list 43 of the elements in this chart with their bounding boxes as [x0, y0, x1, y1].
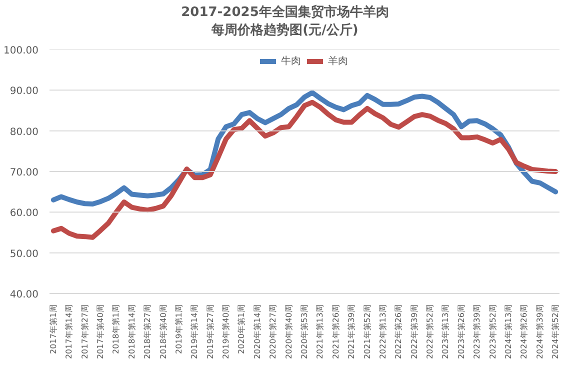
x-tick-label: 2023年第52周	[488, 304, 498, 360]
x-tick-label: 2017年第1周	[48, 304, 58, 354]
x-tick-label: 2022年第39周	[410, 304, 419, 360]
x-tick-label: 2018年第40周	[158, 304, 168, 360]
x-tick-label: 2023年第13周	[441, 304, 450, 360]
x-tick-label: 2022年第26周	[394, 304, 404, 360]
y-tick-label: 60.00	[10, 208, 39, 220]
x-tick-label: 2024年第13周	[504, 304, 513, 360]
y-tick-label: 40.00	[10, 290, 39, 300]
x-tick-label: 2024年第52周	[551, 304, 560, 360]
y-tick-label: 100.00	[4, 46, 39, 56]
legend-label: 牛肉	[281, 54, 301, 68]
x-tick-label: 2020年第1周	[237, 304, 246, 354]
x-tick-label: 2017年第27周	[80, 304, 90, 360]
legend-label: 羊肉	[328, 55, 348, 68]
y-tick-label: 90.00	[10, 86, 39, 98]
y-tick-label: 50.00	[10, 248, 39, 260]
x-tick-label: 2017年第40周	[96, 304, 105, 360]
x-tick-label: 2021年第39周	[347, 304, 356, 360]
y-tick-label: 70.00	[10, 168, 39, 178]
x-tick-label: 2022年第52周	[426, 304, 435, 360]
x-tick-label: 2019年第40周	[222, 304, 231, 360]
x-tick-label: 2022年第13周	[378, 304, 388, 360]
x-tick-label: 2018年第1周	[112, 304, 121, 354]
x-tick-label: 2019年第27周	[206, 304, 215, 360]
x-tick-label: 2021年第13周	[316, 304, 325, 360]
x-tick-label: 2024年第26周	[520, 304, 529, 360]
x-tick-label: 2019年第14周	[190, 304, 200, 360]
x-tick-label: 2024年第39周	[535, 304, 544, 360]
x-tick-label: 2020年第53周	[300, 304, 309, 360]
x-tick-label: 2023年第26周	[456, 304, 466, 360]
x-tick-label: 2018年第14周	[127, 304, 136, 360]
x-tick-label: 2021年第26周	[331, 304, 340, 360]
chart-title: 2017-2025年全国集贸市场牛羊肉每周价格趋势图(元/公斤)	[180, 4, 390, 40]
x-tick-label: 2020年第27周	[268, 304, 278, 360]
x-tick-label: 2018年第27周	[143, 304, 152, 360]
y-tick-label: 80.00	[10, 126, 39, 138]
x-tick-label: 2021年第52周	[362, 304, 372, 360]
x-tick-label: 2020年第14周	[252, 304, 262, 360]
x-tick-label: 2019年第1周	[174, 304, 184, 354]
x-tick-label: 2017年第14周	[64, 304, 74, 360]
x-tick-label: 2020年第40周	[284, 304, 294, 360]
x-tick-label: 2023年第39周	[472, 304, 482, 360]
